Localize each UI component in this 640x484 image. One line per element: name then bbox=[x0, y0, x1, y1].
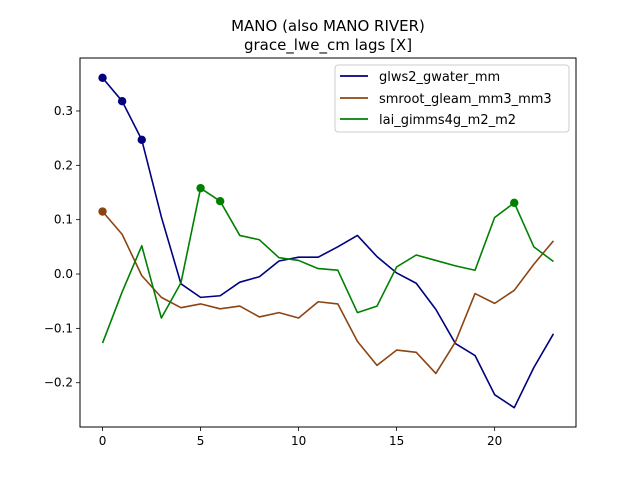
series-line-2 bbox=[101, 187, 554, 344]
plot-frame bbox=[79, 57, 577, 428]
legend-box bbox=[334, 64, 570, 133]
legend-label-smroot: smroot_gleam_mm3_mm3 bbox=[379, 92, 552, 107]
series-marker-0 bbox=[98, 73, 107, 83]
series-layer bbox=[98, 73, 555, 409]
y-tick-label: 0.1 bbox=[54, 213, 73, 227]
series-line-0 bbox=[101, 77, 555, 409]
y-tick-label: −0.2 bbox=[44, 376, 73, 390]
legend-label-lai: lai_gimms4g_m2_m2 bbox=[379, 113, 516, 128]
x-tick-label: 5 bbox=[197, 434, 205, 448]
y-tick-label: 0.2 bbox=[54, 158, 73, 172]
y-tick-label: 0.0 bbox=[54, 267, 73, 281]
series-marker-2 bbox=[510, 198, 519, 208]
chart-title: MANO (also MANO RIVER) bbox=[231, 17, 425, 35]
chart-subtitle: grace_lwe_cm lags [X] bbox=[244, 36, 412, 55]
series-marker-0 bbox=[117, 97, 127, 106]
series-marker-2 bbox=[215, 196, 225, 206]
legend: glws2_gwater_mm smroot_gleam_mm3_mm3 lai… bbox=[334, 64, 570, 133]
y-axis-ticks: −0.2 −0.1 0.0 0.1 0.2 0.3 bbox=[44, 104, 80, 390]
x-axis-ticks: 0 5 10 15 20 bbox=[99, 427, 502, 448]
series-marker-2 bbox=[196, 183, 205, 193]
series-marker-1 bbox=[98, 207, 107, 216]
x-tick-label: 20 bbox=[487, 434, 502, 448]
x-tick-label: 10 bbox=[291, 434, 306, 448]
y-tick-label: −0.1 bbox=[44, 321, 73, 335]
legend-label-glws2: glws2_gwater_mm bbox=[379, 70, 500, 85]
x-tick-label: 15 bbox=[389, 434, 404, 448]
series-line-1 bbox=[101, 210, 555, 375]
x-tick-label: 0 bbox=[99, 434, 107, 448]
series-marker-0 bbox=[137, 135, 146, 144]
y-tick-label: 0.3 bbox=[54, 104, 73, 118]
